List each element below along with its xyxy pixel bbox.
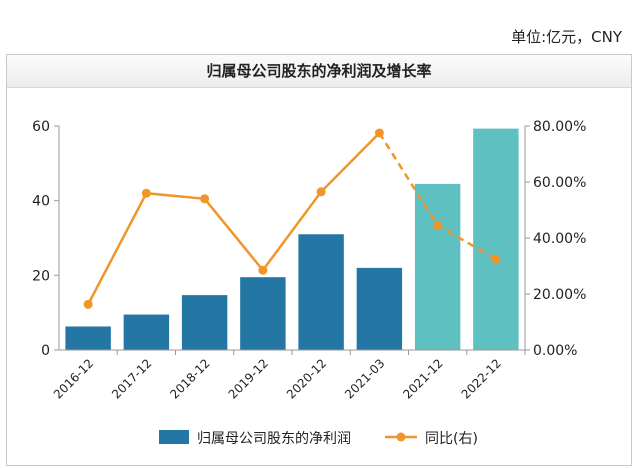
bar [356,267,403,350]
bar [123,314,170,350]
chart-frame: 归属母公司股东的净利润及增长率 0 20 40 60 0.00% 20.00% 40.00%… [6,54,632,466]
legend-label-bar: 归属母公司股东的净利润 [197,430,351,447]
x-tick-label: 2022-12 [459,356,504,401]
bar [473,128,519,350]
growth-point [316,187,326,197]
bar [181,295,228,350]
growth-point [491,254,501,264]
x-tick-label: 2019-12 [226,356,271,401]
growth-point [433,220,443,230]
right-tick-label: 40.00% [533,231,586,247]
right-tick-label: 60.00% [533,175,586,191]
left-tick-label: 40 [32,194,50,210]
growth-point [83,299,93,309]
left-tick-label: 20 [32,268,50,284]
x-tick-label: 2018-12 [167,356,212,401]
x-tick-label: 2017-12 [109,356,154,401]
growth-point [258,265,268,275]
growth-point [141,188,151,198]
legend-label-line: 同比(右) [425,431,478,447]
chart-svg: 0 20 40 60 0.00% 20.00% 40.00% 60.00% 80.00% 2016… [32,119,586,447]
x-tick-label: 2021-12 [400,356,445,401]
x-tick-label: 2021-03 [342,356,387,401]
chart-title: 归属母公司股东的净利润及增长率 [7,55,631,88]
right-tick-label: 20.00% [533,287,586,303]
bar [65,326,111,350]
legend-swatch-line-marker [396,432,406,442]
bar [240,277,286,350]
growth-line-actual [87,132,381,305]
legend-swatch-bar [159,430,189,444]
bar [414,183,461,350]
bar [298,234,344,350]
x-tick-label: 2020-12 [284,356,329,401]
right-tick-label: 80.00% [533,119,586,135]
growth-point [200,194,210,204]
unit-label: 单位:亿元，CNY [511,28,622,46]
left-tick-label: 0 [41,343,50,359]
growth-point [374,128,384,138]
right-tick-label: 0.00% [533,343,577,359]
left-tick-label: 60 [32,119,50,135]
x-tick-label: 2016-12 [51,356,96,401]
